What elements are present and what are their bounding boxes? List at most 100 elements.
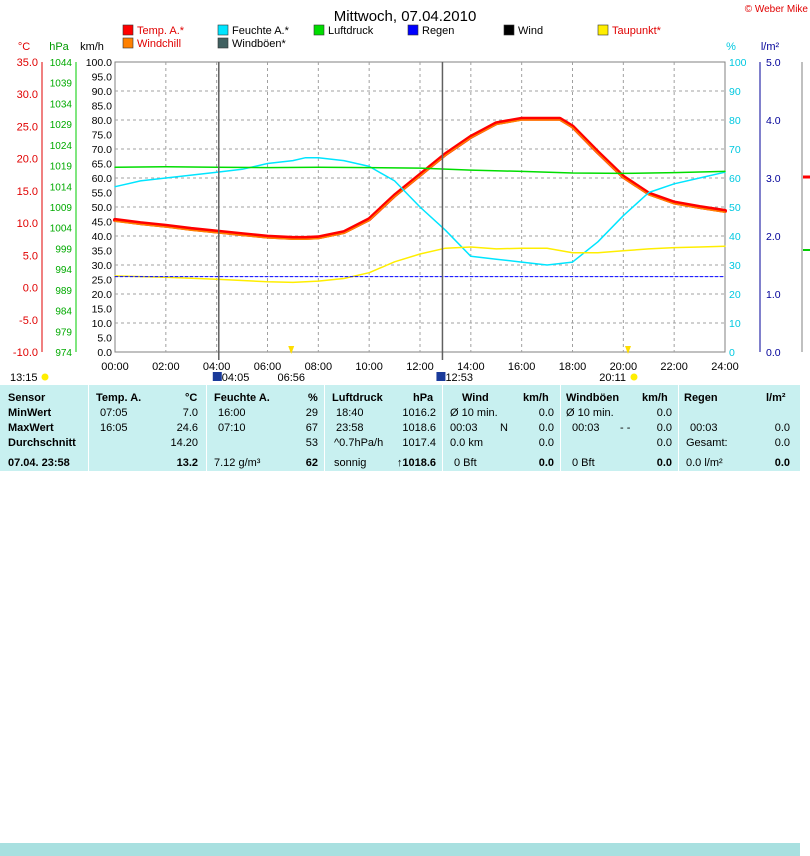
current-row-bar [0,843,800,856]
tick-label-pressure: 984 [55,307,72,318]
current-wind-bft: 0 Bft [454,457,477,469]
time-label-sunset: 20:11 [599,372,626,384]
max-rain-val: 0.0 [774,422,790,434]
avg-press-val: 1017.4 [402,437,436,449]
tick-label-temp: 30.0 [17,89,38,101]
min-press-time: 18:40 [336,407,364,419]
stats-table: Sensor Temp. A. °C Feuchte A. % Luftdruc… [0,385,800,856]
tick-label-wind: 40.0 [92,231,113,243]
tick-label-rain: 3.0 [766,173,781,185]
max-hum-val: 67 [305,422,318,434]
legend-label: Wind [518,25,543,37]
tick-label-pressure: 1019 [50,162,73,173]
series-line [114,166,726,175]
hdr-hum: Feuchte A. [214,392,270,404]
tick-label-pressure: 1044 [50,58,73,69]
tick-label-temp: 15.0 [17,186,38,198]
tick-label-wind: 50.0 [92,202,113,214]
tick-label-x: 08:00 [305,361,333,373]
tick-label-wind: 5.0 [97,333,112,345]
current-hum-val: 62 [305,457,318,469]
legend-label: Windböen* [232,38,287,50]
legend-swatch [217,24,229,36]
min-press-val: 1016.2 [402,407,436,419]
axis-unit-humidity: % [726,41,736,53]
tick-label-x: 12:00 [406,361,434,373]
axis-unit-rain: l/m² [761,41,780,53]
tick-label-wind: 55.0 [92,188,113,200]
max-wind-val: 0.0 [538,422,554,434]
tick-label-temp: 25.0 [17,121,38,133]
tick-label-humidity: 90 [729,86,741,98]
axis-unit-pressure: hPa [49,41,69,53]
current-weather-text: sonnig [334,457,367,469]
hdr-press-unit: hPa [413,392,434,404]
tick-label-wind: 45.0 [92,217,113,229]
tick-label-pressure: 979 [55,327,72,338]
legend-label: Windchill [137,38,181,50]
legend-swatch [217,37,229,49]
time-label-moonset: 12:53 [445,372,473,384]
chart-title: Mittwoch, 07.04.2010 [334,8,477,25]
time-label-start: 13:15 [10,372,38,384]
current-press-val: ↑1018.6 [396,457,436,469]
sunrise-marker [288,346,295,354]
copyright-text: © Weber Mike [745,4,809,15]
series-line [114,119,726,240]
moonrise-icon [212,372,222,381]
min-hum-val: 29 [305,407,318,419]
sunset-icon [630,373,638,381]
current-temp-val: 13.2 [176,457,198,469]
tick-label-wind: 80.0 [92,115,113,127]
legend-swatch [503,24,515,36]
max-press-time: 23:58 [336,422,364,434]
max-gust-time: 00:03 [572,422,600,434]
tick-label-wind: 35.0 [92,246,113,258]
min-hum-time: 16:00 [218,407,246,419]
tick-label-pressure: 1024 [50,141,73,152]
tick-label-x: 04:00 [203,361,231,373]
max-hum-time: 07:10 [218,422,246,434]
current-abs-humidity: 7.12 g/m³ [214,457,261,469]
hdr-gust-unit: km/h [642,392,668,404]
max-gust-val: 0.0 [656,422,672,434]
min-temp-val: 7.0 [182,407,198,419]
hdr-hum-unit: % [308,392,318,404]
avg-rain-val: 0.0 [774,437,790,449]
tick-label-x: 20:00 [610,361,638,373]
hdr-sensor: Sensor [8,392,46,404]
avg-wind-val: 0.0 [538,437,554,449]
tick-label-humidity: 10 [729,318,741,330]
max-wind-dir: N [500,422,508,434]
min-gust-val: 0.0 [656,407,672,419]
tick-label-x: 18:00 [559,361,587,373]
tick-label-humidity: 80 [729,115,741,127]
time-label-sunrise: 06:56 [277,372,305,384]
tick-label-wind: 20.0 [92,289,113,301]
legend-label: Feuchte A.* [232,25,290,37]
legend-swatch [407,24,419,36]
max-wind-time: 00:03 [450,422,478,434]
min-gust-time: Ø 10 min. [566,407,614,419]
series-line [114,156,726,266]
tick-label-pressure: 1004 [50,224,73,235]
tick-label-wind: 65.0 [92,159,113,171]
tick-label-rain: 5.0 [766,57,781,69]
row-min-label: MinWert [8,407,52,419]
tick-label-wind: 10.0 [92,318,113,330]
tick-label-x: 02:00 [152,361,180,373]
legend-label: Taupunkt* [612,25,662,37]
tick-label-temp: 35.0 [17,57,38,69]
avg-wind-distance: 0.0 km [450,437,484,449]
tick-label-humidity: 40 [729,231,741,243]
max-rain-time: 00:03 [690,422,718,434]
min-wind-time: Ø 10 min. [450,407,498,419]
min-wind-val: 0.0 [538,407,554,419]
hdr-wind-unit: km/h [523,392,549,404]
tick-label-temp: -5.0 [19,315,38,327]
row-avg-label: Durchschnitt [8,437,76,449]
legend-swatch [122,24,134,36]
max-gust-dir: - - [620,422,631,434]
hdr-gust: Windböen [566,392,620,404]
tick-label-rain: 0.0 [766,347,781,359]
